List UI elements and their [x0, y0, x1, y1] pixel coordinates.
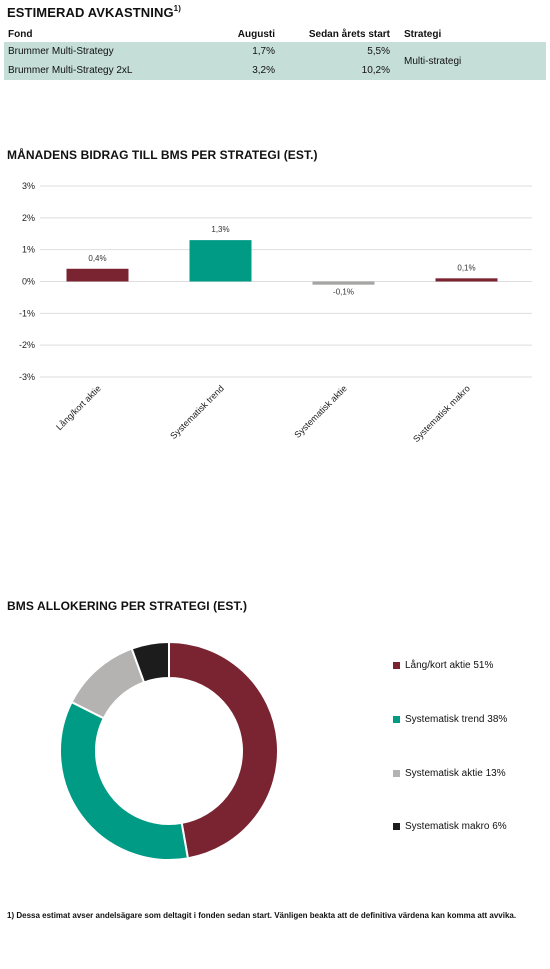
legend-label: Systematisk aktie 13% [405, 768, 506, 779]
bar [435, 278, 498, 282]
returns-title: ESTIMERAD AVKASTNING1) [7, 4, 181, 20]
month-return: 3,2% [214, 61, 279, 80]
legend-swatch [393, 770, 400, 777]
returns-title-footnote-mark: 1) [173, 4, 181, 13]
y-tick-label: 2% [22, 213, 35, 223]
bar-value-label: 1,3% [211, 225, 229, 234]
header-ytd: Sedan årets start [308, 29, 390, 40]
table-row: Brummer Multi-Strategy 2xL 3,2% 10,2% [4, 61, 546, 80]
x-category-label: Lång/kort aktie [54, 383, 103, 432]
legend-label: Systematisk trend 38% [405, 714, 508, 725]
header-fund: Fond [8, 29, 33, 40]
header-strategy: Strategi [404, 29, 442, 40]
donut-chart-title: BMS ALLOKERING PER STRATEGI (EST.) [7, 599, 248, 613]
table-row: Brummer Multi-Strategy 1,7% 5,5% Multi-s… [4, 42, 546, 80]
ytd-return: 5,5% [279, 42, 394, 61]
bar-value-label: 0,1% [457, 263, 475, 272]
bar-value-label: -0,1% [333, 288, 354, 297]
bar-chart: 3% 2% 1% 0% -1% -2% -3% 0,4% Lång/kort aktie 1,3%… [19, 181, 532, 444]
donut-slice [70, 647, 146, 720]
legend-item: Systematisk trend 38% [393, 714, 507, 725]
donut-slice [168, 640, 279, 860]
bar [189, 240, 252, 282]
x-category-label: Systematisk makro [411, 383, 472, 444]
returns-table-header-row: Fond Augusti Sedan årets start Strategi [4, 27, 546, 42]
legend-label: Lång/kort aktie 51% [405, 660, 494, 671]
donut-slice [130, 640, 170, 684]
x-category-label: Systematisk aktie [292, 383, 349, 440]
y-tick-label: -2% [19, 340, 35, 350]
legend-swatch [393, 716, 400, 723]
legend-swatch [393, 662, 400, 669]
bar-chart-title: MÅNADENS BIDRAG TILL BMS PER STRATEGI (E… [7, 148, 318, 162]
legend-item: Systematisk makro 6% [393, 821, 507, 832]
y-tick-label: 0% [22, 277, 35, 287]
donut-chart [59, 640, 279, 861]
y-tick-label: 1% [22, 245, 35, 255]
returns-title-text: ESTIMERAD AVKASTNING [7, 5, 174, 20]
bar [66, 268, 129, 282]
footnote: 1) Dessa estimat avser andelsägare som d… [7, 911, 517, 920]
header-month: Augusti [237, 29, 275, 40]
returns-table: Fond Augusti Sedan årets start Strategi … [4, 27, 546, 80]
strategy-cell: Multi-strategi [394, 42, 546, 80]
month-return: 1,7% [214, 42, 279, 61]
legend-label: Systematisk makro 6% [405, 821, 507, 832]
fund-name: Brummer Multi-Strategy [4, 42, 214, 61]
bar-value-label: 0,4% [88, 254, 106, 263]
donut-slice [59, 700, 190, 861]
bar [312, 281, 375, 285]
legend-swatch [393, 823, 400, 830]
y-tick-label: 3% [22, 181, 35, 191]
ytd-return: 10,2% [279, 61, 394, 80]
x-category-label: Systematisk trend [168, 383, 226, 441]
y-tick-label: -3% [19, 372, 35, 382]
fund-name: Brummer Multi-Strategy 2xL [4, 61, 214, 80]
y-tick-label: -1% [19, 308, 35, 318]
legend-item: Lång/kort aktie 51% [393, 660, 493, 671]
legend-item: Systematisk aktie 13% [393, 768, 506, 779]
